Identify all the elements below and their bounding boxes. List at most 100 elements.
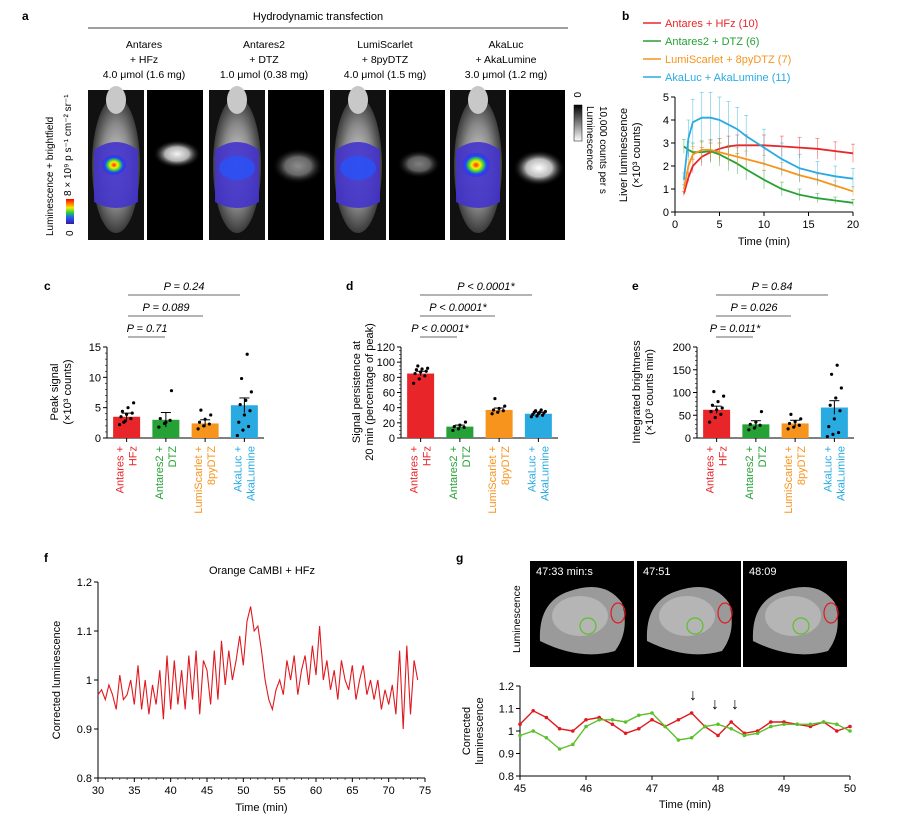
y-tick-label: 60 [383, 388, 395, 400]
legend-antares2: Antares2 + DTZ (6) [665, 36, 759, 48]
x-tick-label: 47 [646, 783, 658, 795]
liver-glow [513, 150, 565, 186]
panel-label-g: g [456, 551, 463, 565]
series-line [97, 606, 419, 730]
data-point [129, 416, 133, 421]
panel-a: Hydrodynamic transfection Antares + HFz … [45, 11, 608, 240]
luminescence-overlay [94, 142, 138, 208]
data-point [463, 420, 468, 424]
pvalue-c-1: P = 0.24 [164, 281, 205, 293]
bar-Antares2 + DTZ [152, 419, 180, 438]
data-point [708, 420, 712, 424]
data-point [754, 420, 758, 424]
data-point [241, 428, 245, 432]
bar-LumiScarlet + 8pyDTZ [485, 409, 513, 438]
data-point [235, 433, 239, 438]
x-tick-label: 45 [201, 785, 213, 797]
category-label: Antares2 +DTZ [744, 446, 769, 500]
data-point [848, 724, 852, 729]
data-point [544, 735, 549, 740]
panel-label-a: a [22, 9, 29, 23]
panel-g-line-chart: 0.8 0.9 1 1.1 1.2 Correctedluminescence 45 46 47… [461, 681, 856, 811]
data-point [119, 415, 123, 419]
y-tick-label: 0 [685, 433, 691, 445]
x-tick-label: 48 [712, 783, 724, 795]
data-point [157, 425, 161, 429]
data-point [752, 426, 757, 430]
data-point [716, 733, 720, 738]
data-point [703, 724, 707, 729]
data-point [650, 717, 654, 722]
bar-Antares + HFz [113, 416, 141, 438]
svg-text:1.0 μmol (0.38 mg): 1.0 μmol (0.38 mg) [220, 69, 308, 81]
data-point [491, 408, 496, 412]
panel-e-significance: P = 0.84 P = 0.026 P = 0.011* [710, 281, 828, 338]
mouse-head [468, 86, 488, 114]
legend-antares: Antares + HFz (10) [665, 18, 758, 30]
data-point [831, 432, 835, 436]
svg-text:LumiScarlet: LumiScarlet [357, 39, 413, 51]
data-point [202, 424, 206, 428]
y-tick-label: 1.2 [499, 681, 514, 693]
data-point [242, 413, 246, 417]
g-arrows: ↓ ↓ ↓ [689, 687, 739, 713]
y-tick-label: 0.9 [77, 724, 92, 736]
data-point [539, 408, 543, 412]
mouse-image-grid [88, 86, 565, 240]
data-point [424, 369, 428, 373]
mouse-head [348, 86, 368, 114]
data-point [597, 717, 601, 722]
series-line [519, 712, 851, 750]
x-tick-label: 70 [383, 785, 395, 797]
y-tick-label: 0.8 [499, 771, 514, 783]
bar-LumiScarlet + 8pyDTZ [781, 423, 809, 438]
data-point [245, 352, 249, 356]
data-point [797, 423, 801, 427]
y-tick-label: 1 [508, 726, 514, 738]
series-green ROI [518, 711, 852, 751]
data-point [836, 430, 841, 435]
bar-Antares2 + DTZ [446, 426, 474, 438]
y-axis-label: Signal persistence at20 min (percentage … [351, 323, 376, 461]
legend-akaluc: AkaLuc + AkaLumine (11) [665, 72, 790, 84]
hotspot [102, 155, 126, 175]
y-tick-label: 150 [673, 365, 691, 377]
panel-e-bar-chart: 0 50 100 150 200 Integrated brightness(×10³ c… [631, 340, 854, 514]
data-point [423, 374, 427, 378]
data-point [531, 729, 535, 733]
rainbow-colorbar [66, 199, 74, 224]
data-point [789, 412, 793, 416]
data-point [710, 403, 715, 407]
pvalue-d-3: P < 0.0001* [411, 323, 469, 335]
data-point [742, 733, 747, 738]
right-scale-top: 0 [571, 92, 582, 98]
pvalue-e-1: P = 0.84 [752, 281, 793, 293]
y-axis-label: Corrected luminescence [51, 621, 63, 740]
column-label-1: Antares + HFz 4.0 μmol (1.6 mg) [103, 39, 186, 81]
series-red ROI [518, 708, 852, 738]
data-point [676, 717, 681, 722]
pvalue-e-2: P = 0.026 [731, 302, 779, 314]
data-point [769, 720, 773, 724]
data-point [689, 735, 694, 740]
y-tick-label: 40 [383, 403, 395, 415]
x-tick-label: 45 [514, 783, 526, 795]
bar-Antares + HFz [407, 373, 435, 438]
data-point [130, 411, 134, 415]
svg-text:+ AkaLumine: + AkaLumine [475, 54, 536, 66]
y-tick-label: 120 [377, 342, 395, 354]
liver-highlight [765, 596, 821, 636]
column-label-4: AkaLuc + AkaLumine 3.0 μmol (1.2 mg) [465, 39, 548, 81]
y-axis-label: Correctedluminescence [461, 697, 486, 764]
data-point [825, 435, 829, 439]
data-point [412, 381, 416, 385]
data-point [120, 409, 125, 413]
x-tick-label: 30 [92, 785, 104, 797]
data-point [164, 420, 168, 424]
data-point [414, 368, 419, 372]
data-point [458, 423, 462, 427]
panel-label-e: e [632, 279, 639, 293]
x-axis-label: Time (min) [659, 799, 711, 811]
data-point [835, 729, 839, 733]
